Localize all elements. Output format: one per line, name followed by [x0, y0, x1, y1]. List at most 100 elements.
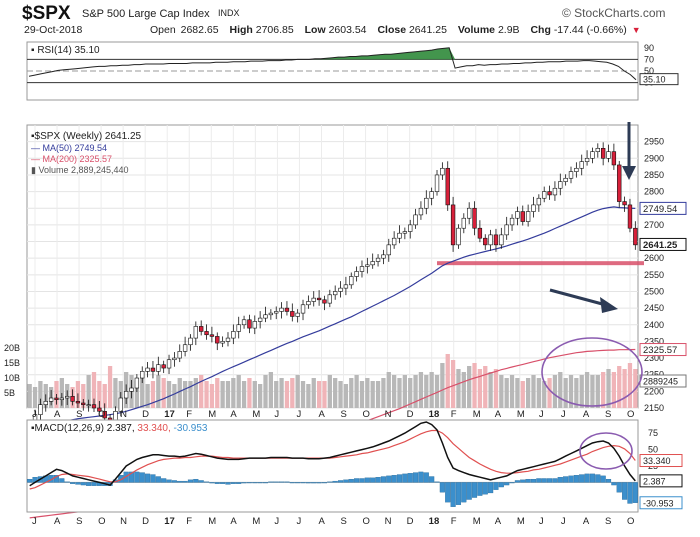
x-axis-label: D	[142, 409, 149, 420]
macd-histogram-bar	[557, 477, 563, 483]
volume-bar	[225, 381, 231, 408]
price-tag-label: 2325.57	[643, 345, 677, 356]
candle-body	[59, 397, 65, 400]
macd-histogram-bar	[75, 482, 81, 485]
volume-bar	[263, 375, 268, 408]
candle-body	[552, 187, 558, 196]
candle-body	[236, 324, 241, 332]
candle-body	[156, 364, 161, 372]
candle-body	[38, 404, 43, 415]
candle-body	[590, 151, 595, 159]
macd-histogram-bar	[198, 480, 204, 483]
x-axis-label: J	[32, 516, 37, 527]
volume-bar	[150, 381, 156, 408]
x-axis-label: M	[473, 409, 481, 420]
macd-tick-label: 75	[648, 428, 658, 438]
volume-bar	[525, 378, 531, 408]
x-axis-label: 18	[429, 516, 440, 527]
candle-body	[536, 197, 542, 206]
x-axis-label: O	[98, 409, 105, 420]
macd-tag-label: -30.953	[643, 498, 674, 508]
volume-bar	[322, 381, 327, 408]
volume-bar	[274, 381, 279, 408]
volume-bar	[579, 375, 584, 408]
volume-bar	[81, 384, 86, 408]
price-tick-label: 2500	[644, 286, 664, 296]
macd-histogram-bar	[477, 482, 483, 496]
x-axis-label: A	[495, 516, 502, 527]
rsi-value-tag	[639, 73, 679, 86]
macd-histogram-bar	[86, 482, 92, 486]
x-axis-label: J	[274, 409, 279, 420]
macd-panel: 755025▪MACD(12,26,9) 2.387, 33.340, -30.…	[26, 419, 683, 513]
candle-body	[568, 171, 574, 179]
volume-bar	[434, 375, 440, 408]
volume-tick-label: 5B	[4, 388, 15, 398]
macd-histogram-bar	[471, 482, 478, 498]
ma50-line	[29, 206, 636, 432]
price-tick-label: 2450	[644, 303, 664, 313]
candle-body	[204, 331, 209, 336]
candle-body	[574, 167, 579, 172]
volume-bar	[627, 363, 633, 408]
volume-bar	[327, 375, 332, 408]
volume-bar	[177, 378, 182, 408]
macd-histogram-bar	[53, 475, 60, 483]
candle-body	[606, 151, 611, 159]
candle-body	[220, 341, 225, 344]
candle-body	[65, 396, 70, 399]
macd-histogram-bar	[359, 478, 365, 483]
x-axis-label: 17	[164, 516, 175, 527]
volume-bar	[247, 378, 252, 408]
macd-histogram-bar	[220, 482, 226, 484]
candle-body	[359, 266, 365, 272]
macd-histogram-bar	[337, 480, 344, 483]
candle-body	[300, 304, 306, 314]
volume-bar	[515, 378, 520, 408]
rsi-panel: 9070503035.10▪ RSI(14) 35.10	[26, 41, 679, 101]
volume-bar	[493, 369, 499, 408]
volume-bar	[440, 363, 445, 408]
volume-bar	[397, 378, 402, 408]
volume-bar	[386, 372, 391, 408]
macd-histogram-bar	[273, 481, 279, 483]
high-label: High	[229, 24, 253, 36]
volume-bar	[338, 381, 343, 408]
volume-bar	[182, 381, 188, 408]
x-axis-label: O	[627, 516, 634, 527]
macd-histogram-bar	[236, 482, 242, 484]
volume-bar	[477, 369, 483, 408]
volume-bar	[402, 375, 407, 408]
macd-histogram-bar	[595, 474, 601, 483]
candle-body	[413, 214, 418, 226]
open-value: 2682.65	[180, 24, 219, 36]
macd-histogram-bar	[482, 482, 488, 495]
volume-bar	[391, 375, 397, 408]
macd-title-name: ▪MACD(12,26,9)	[31, 423, 107, 434]
candle-body	[161, 364, 166, 369]
macd-histogram-bar	[627, 482, 633, 504]
candle-body	[257, 317, 263, 322]
price-tick-label: 2400	[644, 320, 664, 330]
price-tick-label: 2950	[644, 137, 664, 147]
legend-ma50: — MA(50) 2749.54	[31, 143, 107, 153]
macd-histogram-bar	[396, 474, 403, 483]
candle-body	[311, 297, 316, 302]
down-arrow-head	[622, 166, 636, 180]
volume-bar	[472, 363, 477, 408]
macd-histogram-bar	[193, 478, 199, 483]
candle-body	[290, 311, 295, 317]
macd-histogram-bar	[498, 482, 504, 488]
macd-histogram-bar	[455, 482, 462, 505]
volume-bar	[542, 381, 547, 408]
volume-bar	[59, 378, 64, 408]
candle-body	[483, 237, 488, 246]
volume-bar	[424, 375, 429, 408]
volume-bar	[268, 372, 274, 408]
candle-body	[445, 167, 450, 206]
volume-bar	[295, 375, 300, 408]
volume-bar	[27, 384, 32, 408]
candle-body	[633, 227, 638, 246]
volume-bar	[91, 372, 97, 408]
macd-histogram-bar	[284, 481, 290, 483]
